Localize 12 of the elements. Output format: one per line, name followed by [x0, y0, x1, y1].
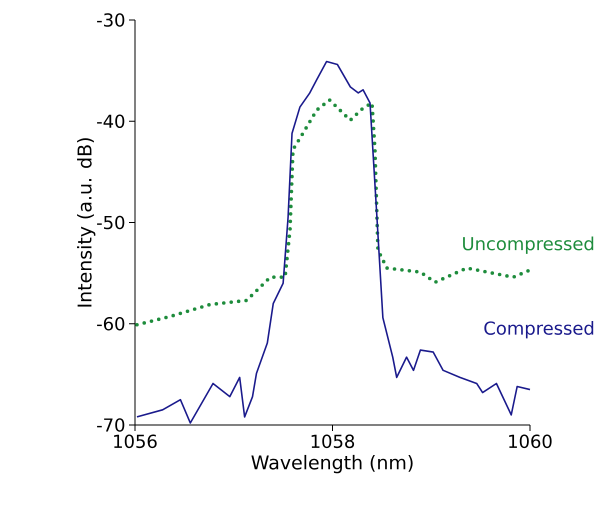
y-tick-label: -40: [97, 114, 124, 128]
series-label: Uncompressed: [463, 236, 594, 254]
y-axis-title: Intensity (a.u. dB): [77, 138, 96, 307]
y-tick-label: -30: [97, 13, 124, 27]
x-tick-label: 1060: [509, 434, 552, 448]
x-tick-label: 1056: [114, 434, 157, 448]
text: Compressed: [484, 321, 594, 338]
x-axis-title: Wavelength (nm): [251, 454, 413, 474]
x-tick-label: 1058: [312, 434, 354, 448]
y-tick-label: -50: [97, 216, 124, 230]
y-tick-label: -70: [97, 418, 124, 432]
y-tick-label: -60: [97, 316, 124, 331]
